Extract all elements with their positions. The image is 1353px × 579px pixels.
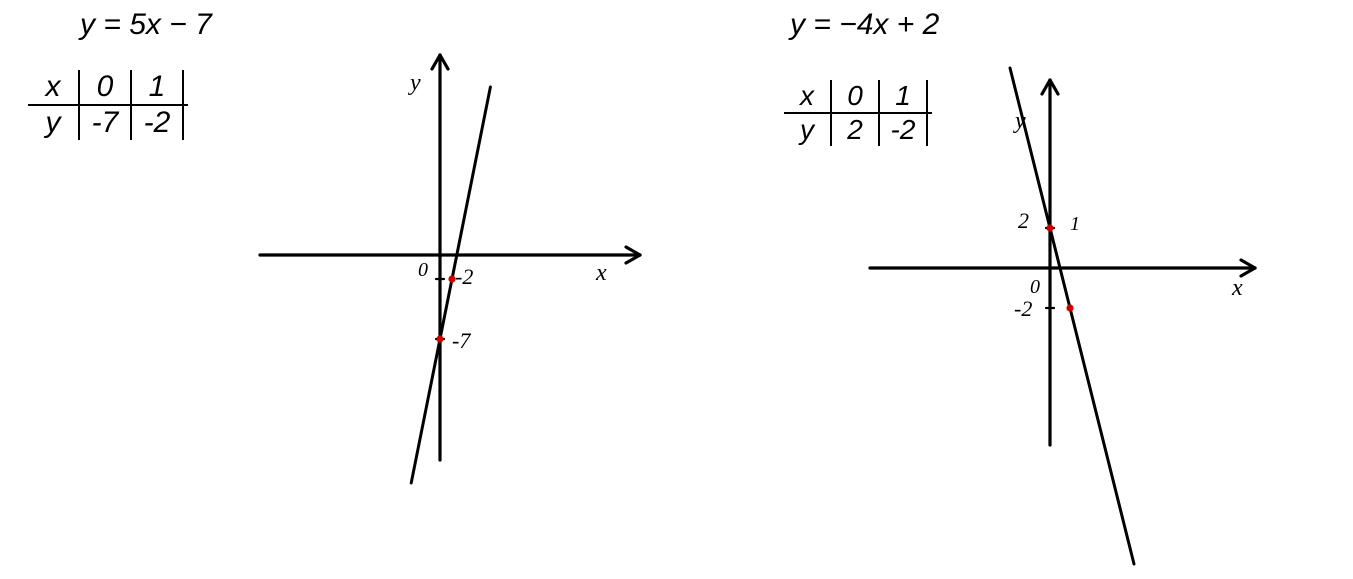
- svg-text:-2: -2: [1014, 296, 1032, 321]
- svg-text:x: x: [1231, 275, 1243, 301]
- svg-text:2: 2: [1018, 208, 1029, 233]
- svg-text:0: 0: [1030, 276, 1040, 298]
- svg-text:1: 1: [1070, 213, 1080, 235]
- worksheet-canvas: y = 5x − 7 x 0 1 y -7 -2 xy0-7-2 y = −4x…: [0, 0, 1353, 579]
- graph-right: xy02-21: [0, 0, 1353, 579]
